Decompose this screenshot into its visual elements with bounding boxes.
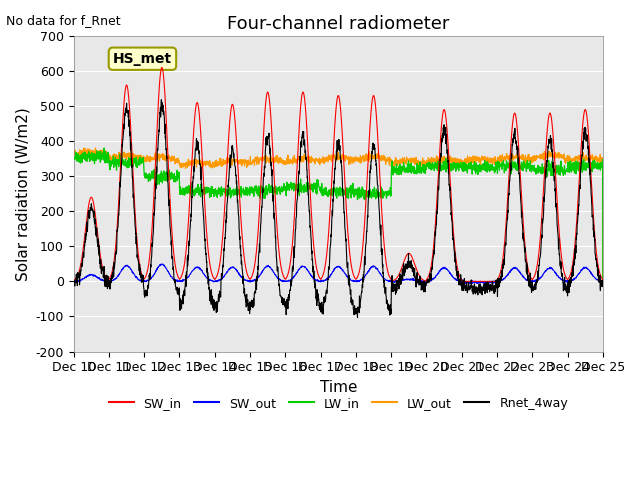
Y-axis label: Solar radiation (W/m2): Solar radiation (W/m2) [15, 107, 30, 281]
Text: HS_met: HS_met [113, 52, 172, 66]
Legend: SW_in, SW_out, LW_in, LW_out, Rnet_4way: SW_in, SW_out, LW_in, LW_out, Rnet_4way [104, 392, 573, 415]
Text: No data for f_Rnet: No data for f_Rnet [6, 14, 121, 27]
X-axis label: Time: Time [319, 380, 357, 395]
Title: Four-channel radiometer: Four-channel radiometer [227, 15, 449, 33]
